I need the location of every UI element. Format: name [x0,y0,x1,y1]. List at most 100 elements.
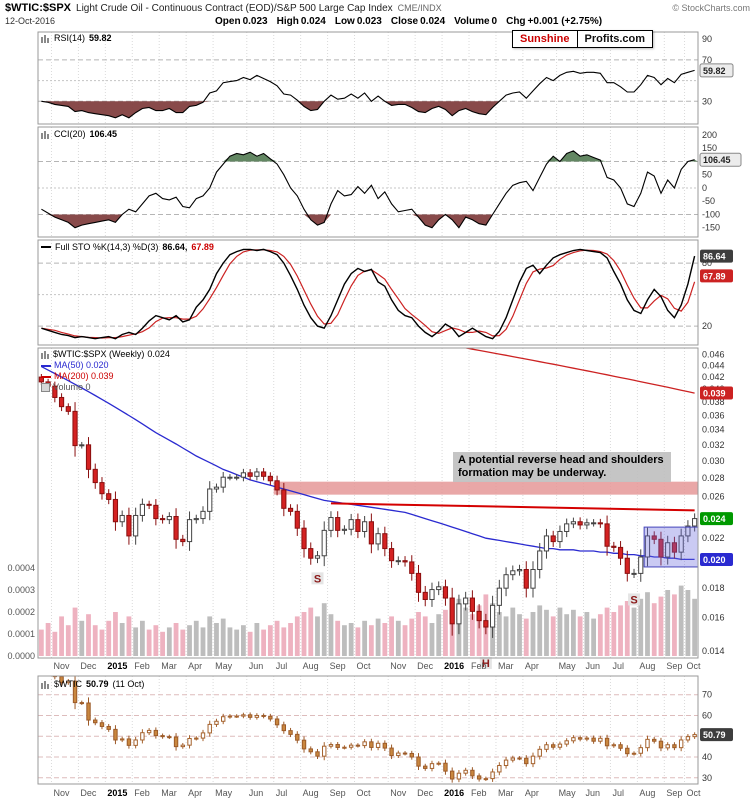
svg-text:-150: -150 [702,223,720,233]
svg-text:Feb: Feb [134,661,150,671]
main-symbol-row: $WTIC:$SPX (Weekly) 0.024 [41,349,170,360]
svg-text:0.022: 0.022 [702,533,725,543]
svg-text:0.036: 0.036 [702,410,725,420]
svg-text:80: 80 [702,258,712,268]
cci-panel-label: CCI(20) 106.45 [41,129,117,139]
svg-text:Jun: Jun [249,788,264,798]
sto-panel-label: Full STO %K(14,3) %D(3) 86.64, 67.89 [41,242,214,252]
svg-text:S: S [630,594,637,606]
svg-text:Aug: Aug [303,661,319,671]
wtic-series [52,676,697,783]
cci-value: 106.45 [89,129,118,139]
wtic-value: 50.79 [86,679,109,689]
sto-label: Full STO %K(14,3) %D(3) [55,242,159,252]
svg-text:Dec: Dec [417,661,434,671]
svg-text:May: May [559,788,577,798]
svg-text:May: May [215,788,233,798]
svg-text:0.020: 0.020 [703,555,726,565]
svg-text:67.89: 67.89 [703,271,726,281]
svg-text:Sep: Sep [666,661,682,671]
indicator-icon [41,351,49,359]
svg-text:0.014: 0.014 [702,646,725,656]
svg-text:70: 70 [702,690,712,700]
svg-text:20: 20 [702,321,712,331]
chart-header: $WTIC:$SPX Light Crude Oil - Continuous … [5,2,750,14]
svg-text:0.018: 0.018 [702,583,725,593]
svg-text:0.038: 0.038 [702,397,725,407]
svg-text:Sep: Sep [330,661,346,671]
quote-strip: Open 0.023 High 0.024 Low 0.023 Close 0.024 … [215,16,602,27]
ma200-label: MA(200) 0.039 [54,371,114,381]
svg-text:Apr: Apr [525,661,539,671]
annotation-line2: formation may be underway. [458,467,607,479]
quote-high: High 0.024 [276,16,326,27]
main-symbol-label: $WTIC:$SPX (Weekly) [53,349,145,359]
svg-text:Dec: Dec [417,788,434,798]
annotation-line1: A potential reverse head and shoulders [458,454,664,466]
volume-icon [41,383,50,392]
indicator-icon [41,34,49,43]
svg-text:0.026: 0.026 [702,492,725,502]
svg-text:Sep: Sep [666,788,682,798]
logo-profits: Profits.com [584,33,646,45]
main-panel-legend: $WTIC:$SPX (Weekly) 0.024 MA(50) 0.020 M… [41,349,170,393]
ma50-row: MA(50) 0.020 [41,360,170,371]
svg-text:May: May [215,661,233,671]
sunshine-profits-logo: Sunshine Profits.com [512,30,654,48]
wtic-symbol: $WTIC [54,679,82,689]
quote-row: 12-Oct-2016 Open 0.023 High 0.024 Low 0.023… [5,16,750,27]
quote-volume: Volume 0 [454,16,498,27]
svg-text:Mar: Mar [498,661,514,671]
svg-text:Dec: Dec [80,661,97,671]
svg-text:Oct: Oct [357,661,372,671]
svg-text:86.64: 86.64 [703,252,726,262]
svg-text:Aug: Aug [639,661,655,671]
rsi-value: 59.82 [89,33,112,43]
svg-text:Jul: Jul [276,661,288,671]
sto-line-swatch [41,246,51,248]
quote-close: Close 0.024 [390,16,446,27]
svg-text:30: 30 [702,773,712,783]
svg-text:0.032: 0.032 [702,440,725,450]
copyright-label: © StockCharts.com [672,3,750,13]
ma50-label: MA(50) 0.020 [54,360,109,370]
svg-text:0.039: 0.039 [703,389,726,399]
svg-text:200: 200 [702,130,717,140]
svg-text:0: 0 [702,183,707,193]
svg-text:H: H [482,658,490,670]
svg-text:Mar: Mar [161,788,177,798]
quote-change: Chg +0.001 (+2.75%) [506,16,603,27]
svg-text:2015: 2015 [107,661,127,671]
svg-text:Oct: Oct [357,788,372,798]
svg-text:0.0003: 0.0003 [7,585,35,595]
main-series [38,348,698,656]
svg-text:0.044: 0.044 [702,360,725,370]
svg-text:Feb: Feb [134,788,150,798]
svg-text:Feb: Feb [471,661,487,671]
svg-text:2016: 2016 [444,788,464,798]
svg-text:0.034: 0.034 [702,425,725,435]
svg-text:Nov: Nov [390,661,407,671]
svg-text:Oct: Oct [687,788,702,798]
svg-text:Apr: Apr [188,661,202,671]
svg-text:Sep: Sep [330,788,346,798]
svg-text:-50: -50 [702,196,715,206]
cci-series [38,150,698,229]
volume-row: Volume 0 [41,382,170,393]
svg-text:0.0004: 0.0004 [7,563,35,573]
sto-series [41,248,696,340]
ma50-swatch [41,364,51,367]
rsi-panel-label: RSI(14) 59.82 [41,33,112,43]
svg-text:Nov: Nov [53,788,70,798]
svg-text:Nov: Nov [53,661,70,671]
wtic-date-note: (11 Oct) [112,679,145,689]
svg-text:150: 150 [702,143,717,153]
indicator-icon [41,130,49,139]
svg-text:106.45: 106.45 [703,155,731,165]
svg-text:Apr: Apr [525,788,539,798]
svg-text:0.028: 0.028 [702,473,725,483]
svg-text:0.046: 0.046 [702,349,725,359]
sto-k-value: 86.64, [162,242,188,252]
svg-text:Jun: Jun [249,661,264,671]
